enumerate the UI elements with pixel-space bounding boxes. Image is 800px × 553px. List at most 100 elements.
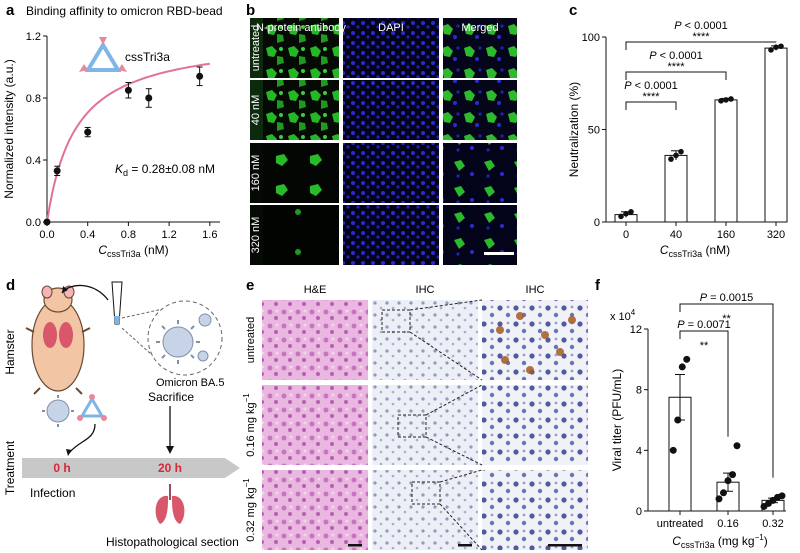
c-bar [764,47,788,223]
f-data-point [683,355,691,363]
b-micrograph [443,143,517,203]
treatment-label: Treatment [3,440,17,495]
b-micrograph [443,205,517,265]
hamster-label: Hamster [3,329,17,374]
c-data-point [718,98,724,104]
c-sig-p-symbol: P [624,80,632,92]
lung-icon [155,484,185,524]
f-x-axis-label-unit: (mg kg [715,534,755,548]
panel-d-label: d [6,277,15,294]
e-row-label: untreated [245,317,257,363]
multiplier-label: x 104 [610,308,636,323]
delivery-arrowhead [62,286,68,293]
sacrifice-arrowhead [166,446,174,454]
f-data-point [715,495,723,503]
panel-a: a Binding affinity to omicron RBD-bead 0… [2,2,223,259]
e-zoom-line [409,331,483,381]
c-x-axis-label-main: C [660,243,669,257]
a-y-tick-label: 1.2 [26,31,41,43]
a-data-point [124,86,132,94]
b-row-label-text: 160 nM [250,155,262,192]
kd-annotation: Kd = 0.28±0.08 nM [115,162,215,178]
f-x-tick-label: 0.32 [762,518,783,530]
e-scale-bar [458,544,472,547]
f-data-point [674,416,682,424]
c-sig-p-value: < 0.0001 [657,50,703,62]
b-column-label: N-protein antibody [256,22,346,34]
b-micrograph [443,18,517,78]
e-zoom-line [439,469,483,483]
sacrifice-label: Sacrifice [148,390,194,404]
f-sig-p: P = 0.0015 [700,292,754,304]
a-x-axis-label-unit: (nM) [141,243,169,257]
f-x-axis-label-end: ) [764,534,768,548]
f-sig-bracket [679,330,729,437]
section-label: Histopathological section [106,535,239,549]
a-x-tick-label: 1.6 [202,229,217,241]
e-row-label-main: 0.16 mg kg [245,402,257,456]
kd-value: = 0.28±0.08 nM [128,162,215,176]
e-row-label-main: untreated [245,317,257,363]
b-micrograph [263,18,339,78]
f-data-point [724,477,732,485]
e-zoom-line [425,384,483,416]
a-y-axis-label: Normalized intensity (a.u.) [2,59,16,198]
e-row-label: 0.32 mg kg−1 [242,478,257,542]
a-x-axis-label-sub: cssTri3a [107,249,141,259]
f-data-point [729,471,736,479]
b-column-label: Merged [461,22,498,34]
e-histology-image [372,385,478,465]
panel-c-plot: 0 50 100 Neutralization (%) CcssTri3a (nM) 0 4… [567,20,788,259]
a-x-tick-label: 0.0 [39,229,54,241]
f-data-point [720,489,727,497]
c-y-tick-label: 100 [582,32,600,44]
c-sig-bracket [625,101,677,110]
panel-d: d Hamster Omicron BA.5 [3,277,240,549]
b-micrograph [263,143,339,203]
e-row-label-main: 0.32 mg kg [245,487,257,541]
e-stain-spot [541,331,549,339]
virus-treatment-icon [42,394,107,427]
panel-c-label: c [569,2,577,19]
f-data-point [669,446,677,454]
scale-bar [484,252,514,255]
f-sig-p-symbol: P [700,292,708,304]
c-data-point [628,209,634,215]
triangle-molecule-icon [79,37,127,72]
c-data-point [728,96,734,102]
f-sig-p-symbol: P [677,319,685,331]
c-data-point [623,210,629,217]
f-x-tick-label: 0.16 [717,518,738,530]
b-micrograph [343,205,439,265]
a-x-tick-label: 0.4 [80,229,95,241]
a-x-tick-label: 0.8 [121,229,136,241]
c-sig-stars: **** [642,91,660,103]
b-micrograph [263,205,339,265]
e-histology-image [262,300,368,380]
multiplier-main: x 10 [610,311,631,323]
e-stain-spot [556,348,564,356]
c-sig-p-symbol: P [674,20,682,32]
c-sig-p: P < 0.0001 [624,80,678,92]
f-x-axis-label-sub: cssTri3a [681,540,715,550]
f-data-point [678,363,686,371]
b-micrograph [343,80,439,140]
e-column-label: IHC [416,284,435,296]
e-histology-image [482,385,588,465]
c-data-point [618,213,624,220]
c-x-axis-label-sub: cssTri3a [669,249,703,259]
f-sig-bracket [679,303,774,478]
a-x-axis-label: CcssTri3a (nM) [98,243,168,259]
a-data-point [145,94,153,102]
c-data-point [773,44,779,50]
b-row-label-text: 40 nM [250,95,262,126]
c-sig-bracket [625,71,727,80]
b-row-label-bg [250,80,263,140]
b-micrograph [443,80,517,140]
b-row-label-bg [250,143,263,203]
